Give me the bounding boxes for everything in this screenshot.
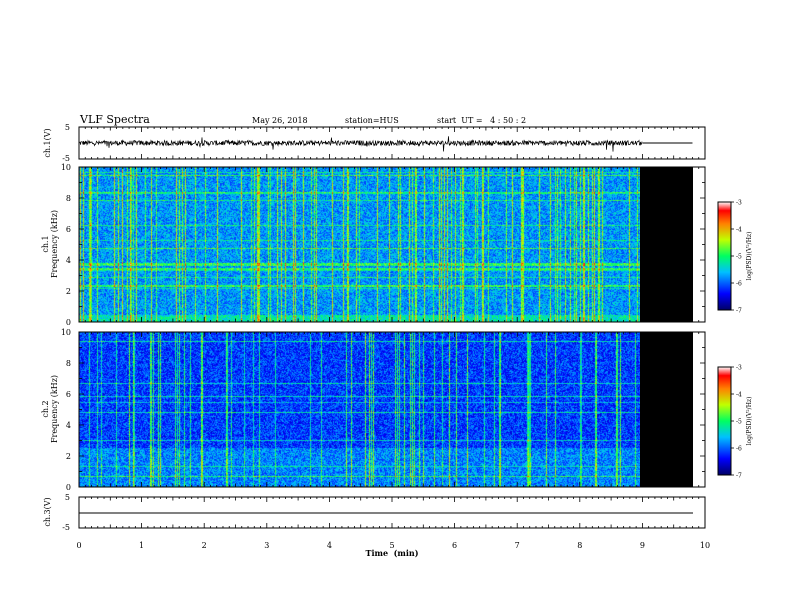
ch1-colorbar-label: log(PSD)(V²/Hz): [746, 232, 753, 281]
ch1-spectrogram-ylabel-channel: ch.1: [41, 235, 50, 252]
colorbar-tick-label: -3: [736, 365, 742, 372]
frequency-tick-label: 4: [66, 421, 71, 430]
ch1-spectrogram-panel: 0 2 4 6 8 10 ch.1 Frequency (kHz): [41, 163, 706, 327]
colorbar-tick-label: -7: [736, 473, 742, 480]
figure-station: station=HUS: [345, 116, 399, 125]
ch3-waveform-ylabel: ch.3(V): [43, 497, 52, 526]
ch2-colorbar-gradient: [718, 367, 731, 475]
ch1-colorbar-gradient: [718, 202, 731, 310]
figure-start-time: start UT = 4 : 50 : 2: [437, 116, 526, 125]
time-tick-label: 10: [700, 541, 710, 550]
ch3-ytick-top: 5: [65, 493, 70, 502]
ch1-colorbar-ticks: -3 -4 -5 -6 -7: [731, 200, 742, 315]
ch1-spectrogram-ylabel-frequency: Frequency (kHz): [50, 210, 59, 278]
time-tick-label: 5: [389, 541, 394, 550]
ch1-no-data-region: [640, 167, 693, 322]
colorbar-tick-label: -7: [736, 308, 742, 315]
time-tick-label: 6: [452, 541, 457, 550]
time-tick-label: 8: [577, 541, 582, 550]
time-tick-label: 9: [640, 541, 645, 550]
time-tick-label: 7: [515, 541, 520, 550]
frequency-tick-label: 2: [66, 452, 71, 461]
ch1-waveform-trace: [78, 136, 693, 152]
colorbar-tick-label: -5: [736, 419, 742, 426]
time-tick-label: 2: [202, 541, 207, 550]
time-axis-label: Time (min): [365, 548, 418, 558]
frequency-tick-label: 8: [66, 359, 71, 368]
time-tick-label: 4: [327, 541, 332, 550]
ch2-no-data-region: [640, 332, 693, 487]
time-axis-ticks: [78, 127, 706, 528]
ch3-ytick-bottom: -5: [62, 523, 70, 532]
ch2-colorbar-label: log(PSD)(V²/Hz): [746, 397, 753, 446]
colorbar-tick-label: -4: [736, 227, 742, 234]
frequency-tick-label: 2: [66, 287, 71, 296]
ch1-frequency-ticks: 0 2 4 6 8 10: [61, 163, 705, 327]
frequency-tick-label: 0: [66, 483, 71, 492]
ch2-spectrogram-ylabel-frequency: Frequency (kHz): [50, 375, 59, 443]
frequency-tick-label: 10: [61, 328, 71, 337]
ch1-ytick-bottom: -5: [62, 154, 70, 163]
colorbar-tick-label: -5: [736, 254, 742, 261]
ch1-ytick-top: 5: [65, 123, 70, 132]
time-axis-tick-labels: 0 1 2 3 4 5 6 7 8 9 10: [76, 541, 710, 550]
ch1-waveform-ylabel: ch.1(V): [43, 128, 52, 157]
ch2-spectrogram-ylabel-channel: ch.2: [41, 400, 50, 417]
colorbar-tick-label: -6: [736, 446, 742, 453]
colorbar-tick-label: -6: [736, 281, 742, 288]
ch1-colorbar: -3 -4 -5 -6 -7 log(PSD)(V²/Hz): [717, 200, 753, 315]
figure-date: May 26, 2018: [252, 116, 308, 125]
ch1-waveform-panel: 5 -5 ch.1(V): [43, 123, 706, 163]
frequency-tick-label: 6: [66, 225, 71, 234]
time-tick-label: 1: [139, 541, 144, 550]
frequency-tick-label: 6: [66, 390, 71, 399]
ch1-spectrogram-image: [79, 167, 642, 322]
frequency-tick-label: 0: [66, 318, 71, 327]
ch2-colorbar: -3 -4 -5 -6 -7 log(PSD)(V²/Hz): [717, 365, 753, 480]
time-tick-label: 3: [264, 541, 269, 550]
ch3-waveform-panel: 5 -5 ch.3(V): [43, 493, 706, 532]
spectrogram-raster: [79, 167, 642, 322]
frequency-tick-label: 4: [66, 256, 71, 265]
time-tick-label: 0: [76, 541, 81, 550]
ch2-spectrogram-image: [79, 332, 642, 487]
colorbar-tick-label: -3: [736, 200, 742, 207]
ch1-waveform-line: [78, 136, 643, 152]
figure-title: VLF Spectra: [79, 113, 150, 126]
spectrogram-raster: [79, 332, 642, 487]
ch2-spectrogram-panel: 0 2 4 6 8 10 ch.2 Frequency (kHz): [41, 328, 706, 492]
frequency-tick-label: 8: [66, 194, 71, 203]
frequency-tick-label: 10: [61, 163, 71, 172]
colorbar-tick-label: -4: [736, 392, 742, 399]
ch2-colorbar-ticks: -3 -4 -5 -6 -7: [731, 365, 742, 480]
ch2-frequency-ticks: 0 2 4 6 8 10: [61, 328, 705, 492]
